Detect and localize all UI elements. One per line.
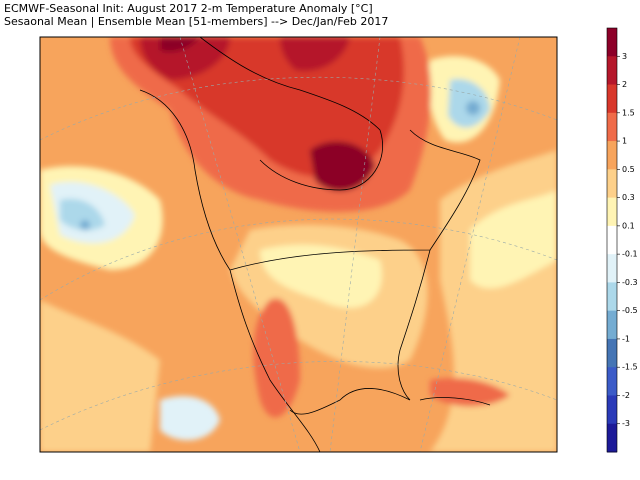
colorbar-swatch: [607, 169, 617, 199]
colorbar: 3 2 1.5 1 0.5 0.3 0.1 -0.1 -0.3 -0.5 -1 -1.5 -2 -3: [606, 27, 638, 453]
colorbar-label: -0.3: [622, 278, 638, 287]
colorbar-swatch: [607, 225, 617, 255]
colorbar-swatch: [607, 56, 617, 86]
colorbar-label: -1: [622, 334, 630, 343]
colorbar-swatch: [607, 282, 617, 312]
colorbar-label: -1.5: [622, 363, 638, 372]
colorbar-swatch: [607, 84, 617, 114]
title-line: ECMWF-Seasonal Init: August 2017 2-m Tem…: [4, 2, 373, 15]
colorbar-label: 1: [622, 137, 627, 146]
graticule: [40, 37, 557, 452]
map: [40, 37, 557, 452]
colorbar-swatch: [607, 141, 617, 170]
colorbar-swatch: [607, 254, 617, 283]
map-frame: [39, 36, 558, 453]
colorbar-label: -0.1: [622, 250, 638, 259]
colorbar-label: -0.5: [622, 306, 638, 315]
colorbar-label: 2: [622, 80, 627, 89]
colorbar-swatch: [607, 28, 617, 57]
coastlines: [139, 37, 491, 452]
colorbar-swatch: [607, 423, 617, 453]
colorbar-label: 0.5: [622, 165, 635, 174]
anomaly-field: [40, 37, 557, 452]
colorbar-label: 0.3: [622, 193, 635, 202]
colorbar-frame: [606, 27, 618, 453]
colorbar-swatch: [607, 395, 617, 425]
colorbar-swatch: [607, 338, 617, 368]
colorbar-swatch: [607, 112, 617, 142]
colorbar-swatch: [607, 367, 617, 396]
subtitle-line: Sesaonal Mean | Ensemble Mean [51-member…: [4, 15, 389, 28]
colorbar-swatch: [607, 310, 617, 340]
colorbar-label: 1.5: [622, 108, 635, 117]
colorbar-label: 0.1: [622, 221, 635, 230]
header: ECMWF-Seasonal Init: August 2017 2-m Tem…: [4, 2, 388, 28]
colorbar-label: -2: [622, 391, 630, 400]
colorbar-swatch: [607, 197, 617, 227]
colorbar-label: 3: [622, 52, 627, 61]
colorbar-label: -3: [622, 419, 630, 428]
